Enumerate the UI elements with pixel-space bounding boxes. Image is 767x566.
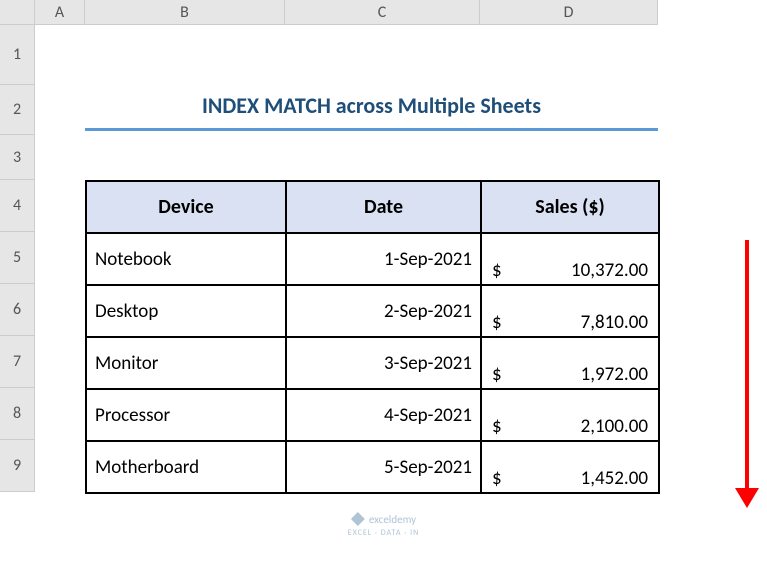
title-underline — [85, 128, 658, 131]
table-row: Motherboard 5-Sep-2021 $ 1,452.00 — [86, 441, 659, 493]
arrow-head — [735, 488, 759, 508]
col-header-d[interactable]: D — [480, 0, 658, 25]
cell-sales[interactable]: $ 1,972.00 — [481, 337, 659, 389]
watermark: exceldemy — [351, 512, 416, 526]
watermark-subtext: EXCEL · DATA · IN — [348, 528, 420, 538]
arrow-line — [745, 240, 749, 490]
row-header-1[interactable]: 1 — [0, 25, 35, 85]
currency-symbol: $ — [492, 363, 502, 386]
currency-symbol: $ — [492, 415, 502, 438]
table-row: Monitor 3-Sep-2021 $ 1,972.00 — [86, 337, 659, 389]
currency-symbol: $ — [492, 467, 502, 490]
sales-value: 1,972.00 — [581, 363, 648, 386]
table-row: Desktop 2-Sep-2021 $ 7,810.00 — [86, 285, 659, 337]
row-header-9[interactable]: 9 — [0, 440, 35, 492]
cell-sales[interactable]: $ 7,810.00 — [481, 285, 659, 337]
cell-device[interactable]: Motherboard — [86, 441, 286, 493]
col-header-b[interactable]: B — [85, 0, 285, 25]
watermark-icon — [351, 512, 365, 526]
row-header-6[interactable]: 6 — [0, 284, 35, 336]
sales-value: 7,810.00 — [581, 311, 648, 334]
row-header-3[interactable]: 3 — [0, 135, 35, 180]
row-header-2[interactable]: 2 — [0, 85, 35, 135]
row-header-8[interactable]: 8 — [0, 388, 35, 440]
watermark-text: exceldemy — [369, 513, 416, 526]
column-headers: A B C D — [35, 0, 658, 25]
cell-date[interactable]: 2-Sep-2021 — [286, 285, 481, 337]
page-title: INDEX MATCH across Multiple Sheets — [85, 85, 658, 125]
cell-sales[interactable]: $ 1,452.00 — [481, 441, 659, 493]
currency-symbol: $ — [492, 311, 502, 334]
row-headers: 1 2 3 4 5 6 7 8 9 — [0, 25, 35, 492]
header-date[interactable]: Date — [286, 181, 481, 233]
row-header-7[interactable]: 7 — [0, 336, 35, 388]
sales-value: 10,372.00 — [571, 259, 648, 282]
header-sales[interactable]: Sales ($) — [481, 181, 659, 233]
cell-grid[interactable]: INDEX MATCH across Multiple Sheets Devic… — [35, 25, 767, 566]
select-all-corner[interactable] — [0, 0, 35, 25]
cell-date[interactable]: 1-Sep-2021 — [286, 233, 481, 285]
table-header-row: Device Date Sales ($) — [86, 181, 659, 233]
table-row: Processor 4-Sep-2021 $ 2,100.00 — [86, 389, 659, 441]
currency-symbol: $ — [492, 259, 502, 282]
row-header-4[interactable]: 4 — [0, 180, 35, 232]
cell-date[interactable]: 3-Sep-2021 — [286, 337, 481, 389]
cell-date[interactable]: 4-Sep-2021 — [286, 389, 481, 441]
cell-device[interactable]: Desktop — [86, 285, 286, 337]
cell-device[interactable]: Notebook — [86, 233, 286, 285]
row-header-5[interactable]: 5 — [0, 232, 35, 284]
sales-value: 2,100.00 — [581, 415, 648, 438]
table-row: Notebook 1-Sep-2021 $ 10,372.00 — [86, 233, 659, 285]
cell-device[interactable]: Processor — [86, 389, 286, 441]
cell-device[interactable]: Monitor — [86, 337, 286, 389]
cell-sales[interactable]: $ 2,100.00 — [481, 389, 659, 441]
col-header-c[interactable]: C — [285, 0, 480, 25]
header-device[interactable]: Device — [86, 181, 286, 233]
sales-value: 1,452.00 — [581, 467, 648, 490]
data-table: Device Date Sales ($) Notebook 1-Sep-202… — [85, 180, 660, 494]
spreadsheet-grid: A B C D 1 2 3 4 5 6 7 8 9 INDEX MATCH ac… — [0, 0, 767, 566]
cell-date[interactable]: 5-Sep-2021 — [286, 441, 481, 493]
col-header-a[interactable]: A — [35, 0, 85, 25]
cell-sales[interactable]: $ 10,372.00 — [481, 233, 659, 285]
down-arrow-icon — [745, 240, 749, 490]
